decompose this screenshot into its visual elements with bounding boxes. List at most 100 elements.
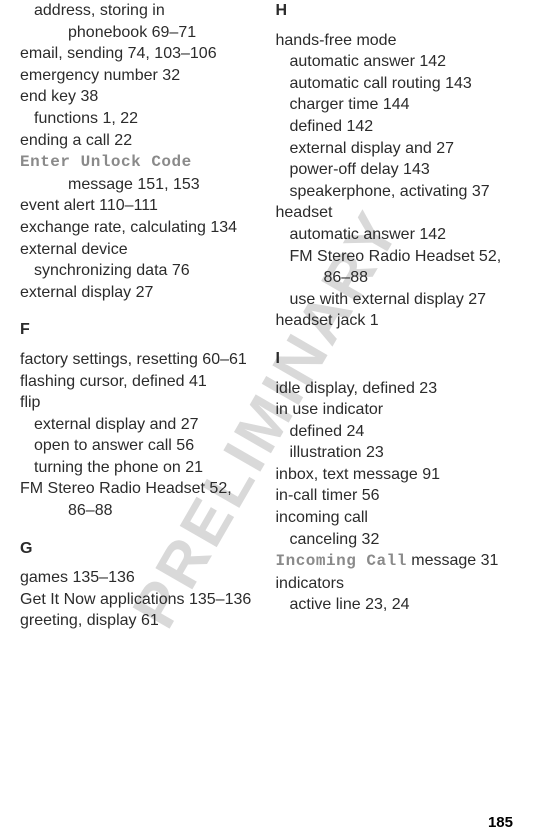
index-text: event alert 110–111 xyxy=(20,197,158,214)
index-text: active line 23, 24 xyxy=(290,596,410,613)
index-text: games 135–136 xyxy=(20,569,135,586)
index-text: headset jack 1 xyxy=(276,312,379,329)
index-text: in-call timer 56 xyxy=(276,487,380,504)
index-section-head: F xyxy=(20,319,258,341)
index-entry: synchronizing data 76 xyxy=(20,260,258,282)
index-text: FM Stereo Radio Headset 52, 86–88 xyxy=(290,248,502,287)
index-text: canceling 32 xyxy=(290,531,380,548)
index-text: greeting, display 61 xyxy=(20,612,159,629)
index-entry: Get It Now applications 135–136 xyxy=(20,589,258,611)
index-text: exchange rate, calculating 134 xyxy=(20,219,237,236)
index-text: Get It Now applications 135–136 xyxy=(20,591,251,608)
index-section-head: H xyxy=(276,0,514,22)
index-text: external display 27 xyxy=(20,284,153,301)
index-entry: flip xyxy=(20,392,258,414)
index-text: synchronizing data 76 xyxy=(34,262,190,279)
index-text: flip xyxy=(20,394,40,411)
index-text: open to answer call 56 xyxy=(34,437,194,454)
index-entry: hands-free mode xyxy=(276,30,514,52)
index-entry: games 135–136 xyxy=(20,567,258,589)
index-text: message 151, 153 xyxy=(68,176,200,193)
index-section-head: G xyxy=(20,538,258,560)
index-text: charger time 144 xyxy=(290,96,410,113)
index-text: address, storing in xyxy=(34,2,165,19)
index-section-head: I xyxy=(276,348,514,370)
index-entry: in use indicator xyxy=(276,399,514,421)
index-entry: greeting, display 61 xyxy=(20,610,258,632)
index-text: end key 38 xyxy=(20,88,98,105)
index-entry: automatic call routing 143 xyxy=(276,73,514,95)
index-entry: open to answer call 56 xyxy=(20,435,258,457)
index-entry: headset xyxy=(276,202,514,224)
index-text: indicators xyxy=(276,575,344,592)
index-entry: automatic answer 142 xyxy=(276,224,514,246)
index-text: functions 1, 22 xyxy=(34,110,138,127)
index-text: external display and 27 xyxy=(290,140,455,157)
index-entry: turning the phone on 21 xyxy=(20,457,258,479)
index-entry: event alert 110–111 xyxy=(20,195,258,217)
index-entry: in-call timer 56 xyxy=(276,485,514,507)
index-text: external display and 27 xyxy=(34,416,199,433)
index-entry: Incoming Call message 31 xyxy=(276,550,514,573)
index-entry: flashing cursor, defined 41 xyxy=(20,371,258,393)
index-page: address, storing in phonebook 69–71 email,… xyxy=(0,0,533,632)
index-text: defined 24 xyxy=(290,423,365,440)
index-entry: illustration 23 xyxy=(276,442,514,464)
index-text: automatic call routing 143 xyxy=(290,75,472,92)
index-entry: defined 24 xyxy=(276,421,514,443)
index-text: I xyxy=(276,350,280,367)
index-entry: phonebook 69–71 xyxy=(20,22,258,44)
index-column-right: Hhands-free mode automatic answer 142 auto… xyxy=(276,0,514,632)
index-text: turning the phone on 21 xyxy=(34,459,203,476)
index-text: message 31 xyxy=(407,552,499,569)
index-column-left: address, storing in phonebook 69–71 email,… xyxy=(20,0,258,632)
index-entry: inbox, text message 91 xyxy=(276,464,514,486)
index-text: hands-free mode xyxy=(276,32,397,49)
index-text: FM Stereo Radio Headset 52, 86–88 xyxy=(20,480,232,519)
index-text: phonebook 69–71 xyxy=(68,24,196,41)
index-entry: use with external display 27 xyxy=(276,289,514,311)
index-text: use with external display 27 xyxy=(290,291,487,308)
index-text: illustration 23 xyxy=(290,444,384,461)
index-text: factory settings, resetting 60–61 xyxy=(20,351,247,368)
index-text: G xyxy=(20,540,32,557)
index-entry: power-off delay 143 xyxy=(276,159,514,181)
index-entry: emergency number 32 xyxy=(20,65,258,87)
index-text: idle display, defined 23 xyxy=(276,380,438,397)
index-text: defined 142 xyxy=(290,118,374,135)
index-text: speakerphone, activating 37 xyxy=(290,183,490,200)
index-text: inbox, text message 91 xyxy=(276,466,441,483)
display-code-text: Incoming Call xyxy=(276,552,407,570)
index-text: headset xyxy=(276,204,333,221)
index-entry: active line 23, 24 xyxy=(276,594,514,616)
index-entry: factory settings, resetting 60–61 xyxy=(20,349,258,371)
index-entry: automatic answer 142 xyxy=(276,51,514,73)
index-entry: functions 1, 22 xyxy=(20,108,258,130)
index-text: flashing cursor, defined 41 xyxy=(20,373,207,390)
index-text: emergency number 32 xyxy=(20,67,180,84)
index-entry: end key 38 xyxy=(20,86,258,108)
index-entry: indicators xyxy=(276,573,514,595)
index-entry: FM Stereo Radio Headset 52, 86–88 xyxy=(20,478,258,521)
index-entry: incoming call xyxy=(276,507,514,529)
index-entry: headset jack 1 xyxy=(276,310,514,332)
index-entry: exchange rate, calculating 134 xyxy=(20,217,258,239)
index-text: automatic answer 142 xyxy=(290,226,447,243)
index-entry: external display and 27 xyxy=(276,138,514,160)
index-entry: charger time 144 xyxy=(276,94,514,116)
index-entry: external display 27 xyxy=(20,282,258,304)
index-entry: idle display, defined 23 xyxy=(276,378,514,400)
index-text: automatic answer 142 xyxy=(290,53,447,70)
index-entry: email, sending 74, 103–106 xyxy=(20,43,258,65)
index-entry: external display and 27 xyxy=(20,414,258,436)
index-text: F xyxy=(20,321,30,338)
index-text: H xyxy=(276,2,288,19)
page-number: 185 xyxy=(488,814,513,831)
index-entry: FM Stereo Radio Headset 52, 86–88 xyxy=(276,246,514,289)
display-code-text: Enter Unlock Code xyxy=(20,153,192,171)
index-entry: external device xyxy=(20,239,258,261)
index-entry: defined 142 xyxy=(276,116,514,138)
index-entry: speakerphone, activating 37 xyxy=(276,181,514,203)
index-text: power-off delay 143 xyxy=(290,161,430,178)
index-text: ending a call 22 xyxy=(20,132,132,149)
